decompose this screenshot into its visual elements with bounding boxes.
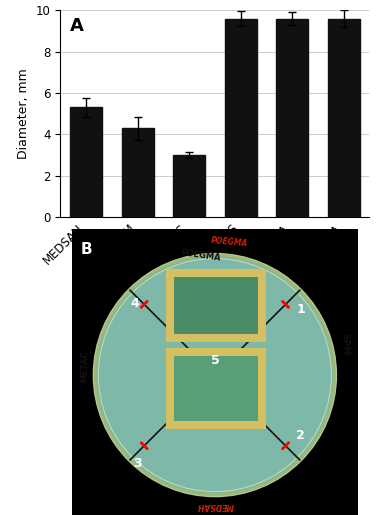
Bar bbox=[166, 348, 266, 430]
Bar bbox=[70, 108, 102, 217]
Y-axis label: Diameter, mm: Diameter, mm bbox=[17, 68, 30, 159]
Bar bbox=[276, 19, 308, 217]
Text: 4: 4 bbox=[130, 297, 139, 310]
Bar bbox=[122, 128, 153, 217]
Bar bbox=[328, 19, 360, 217]
Text: POEGMA: POEGMA bbox=[180, 248, 221, 262]
Text: A: A bbox=[70, 16, 83, 35]
Bar bbox=[174, 356, 258, 421]
Bar bbox=[174, 278, 258, 334]
Text: 1: 1 bbox=[296, 303, 305, 316]
Bar bbox=[225, 19, 257, 217]
Bar bbox=[166, 269, 266, 342]
Text: POEGMA: POEGMA bbox=[210, 236, 248, 248]
Text: SPM: SPM bbox=[340, 333, 349, 355]
Text: 5: 5 bbox=[210, 354, 219, 367]
Circle shape bbox=[95, 255, 335, 495]
Text: MEDSAH: MEDSAH bbox=[196, 501, 233, 509]
Text: METAC: METAC bbox=[80, 351, 89, 382]
Text: 2: 2 bbox=[296, 428, 305, 441]
Text: B: B bbox=[81, 242, 92, 258]
Bar bbox=[173, 155, 205, 217]
Text: 3: 3 bbox=[133, 457, 142, 470]
Circle shape bbox=[93, 253, 337, 497]
